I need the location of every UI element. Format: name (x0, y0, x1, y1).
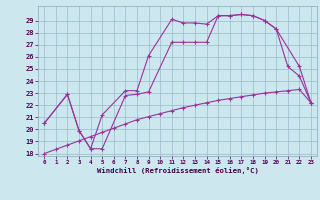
X-axis label: Windchill (Refroidissement éolien,°C): Windchill (Refroidissement éolien,°C) (97, 167, 259, 174)
